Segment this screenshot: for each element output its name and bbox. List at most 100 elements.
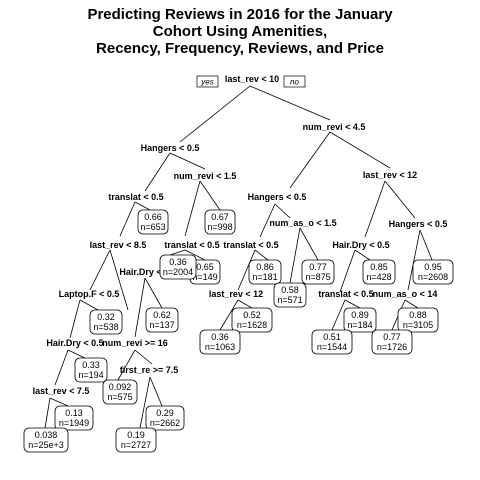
no-label: no [290,78,299,87]
leaf-node: 0.36 n=1063 [199,329,241,355]
split-node: last_rev < 12 [209,289,263,299]
split-node: last_rev < 7.5 [33,386,90,396]
leaf-value: 0.51 [323,332,341,342]
leaf-node: 0.36 n=2004 [159,254,197,280]
leaf-count: n=2608 [418,272,448,282]
leaf-value: 0.36 [169,257,187,267]
leaf-node: 0.67 n=998 [204,209,236,235]
leaf-count: n=2727 [121,440,151,450]
leaf-node: 0.58 n=571 [273,282,307,308]
leaf-value: 0.32 [97,312,115,322]
leaf-value: 0.66 [144,212,162,222]
leaf-value: 0.19 [127,430,145,440]
split-node: Hair.Dry < 0.5 [332,240,389,250]
title-line-3: Recency, Frequency, Reviews, and Price [96,40,384,57]
leaf-node: 0.66 n=653 [137,209,169,235]
split-node: translat < 0.5 [108,192,163,202]
split-node: translat < 0.5 [164,240,219,250]
leaf-value: 0.29 [156,408,174,418]
leaf-node: 0.88 n=3105 [397,307,439,333]
leaf-value: 0.67 [211,212,229,222]
leaf-node: 0.13 n=1949 [54,405,94,431]
split-node: Hair.Dry < 0.5 [119,267,176,277]
leaf-value: 0.092 [109,382,132,392]
leaf-count: n=2004 [163,267,193,277]
yes-label: yes [200,78,213,87]
split-labels: last_rev < 10 Hangers < 0.5 num_revi < 4… [33,74,448,396]
leaf-value: 0.88 [409,310,427,320]
split-node: last_rev < 12 [363,170,417,180]
split-node: num_as_o < 1.5 [269,218,336,228]
leaf-node: 0.32 n=538 [89,309,123,335]
split-node: num_revi < 1.5 [174,171,237,181]
leaf-value: 0.33 [82,360,100,370]
leaf-count: n=25e+3 [28,440,64,450]
leaf-count: n=3105 [403,320,433,330]
leaf-count: n=571 [277,295,302,305]
leaf-value: 0.52 [243,310,261,320]
leaf-count: n=1628 [237,320,267,330]
leaf-node: 0.95 n=2608 [412,259,454,285]
leaf-value: 0.62 [153,310,171,320]
leaf-count: n=1949 [59,418,89,428]
leaf-count: n=194 [78,370,103,380]
leaf-node: 0.65 n=149 [189,259,221,285]
split-node: last_rev < 10 [225,74,279,84]
root-yes-box: yes [196,75,219,88]
leaf-count: n=538 [93,322,118,332]
leaf-node: 0.51 n=1544 [311,329,353,355]
leaf-node: 0.52 n=1628 [231,307,273,333]
root-no-box: no [283,75,306,88]
leaf-node: 0.86 n=181 [248,259,282,285]
leaf-value: 0.95 [424,262,442,272]
leaf-node: 0.89 n=184 [343,307,377,333]
leaf-count: n=575 [107,392,132,402]
leaf-count: n=428 [366,272,391,282]
leaf-count: n=181 [252,272,277,282]
split-node: Hangers < 0.5 [141,143,200,153]
leaf-value: 0.77 [383,332,401,342]
title-line-2: Cohort Using Amenities, [153,23,327,40]
leaf-count: n=137 [149,320,174,330]
title-line-1: Predicting Reviews in 2016 for the Janua… [87,6,393,23]
leaf-node: 0.77 n=875 [301,259,335,285]
leaf-node: 0.092 n=575 [102,379,138,405]
leaf-count: n=1544 [317,342,347,352]
leaf-count: n=2662 [150,418,180,428]
leaf-count: n=998 [207,222,232,232]
leaf-node: 0.85 n=428 [362,259,396,285]
split-node: translat < 0.5 [318,289,373,299]
split-node: num_revi < 4.5 [303,122,366,132]
split-node: translat < 0.5 [223,240,278,250]
tree-edges [44,85,433,429]
split-node: first_re >= 7.5 [120,365,179,375]
leaf-count: n=653 [140,222,165,232]
split-node: Hangers < 0.5 [248,192,307,202]
leaf-value: 0.89 [351,310,369,320]
leaf-nodes: 0.66 n=653 0.67 n=998 0.65 n=149 0.36 n=… [23,209,454,453]
leaf-count: n=184 [347,320,372,330]
leaf-node: 0.29 n=2662 [145,405,185,431]
split-node: last_rev < 8.5 [90,240,147,250]
leaf-node: 0.33 n=194 [74,357,108,383]
leaf-count: n=149 [192,272,217,282]
leaf-value: 0.86 [256,262,274,272]
leaf-node: 0.62 n=137 [145,307,179,333]
leaf-node: 0.038 n=25e+3 [23,427,69,453]
leaf-value: 0.038 [35,430,58,440]
split-node: Hangers < 0.5 [389,219,448,229]
leaf-value: 0.13 [65,408,83,418]
leaf-value: 0.65 [196,262,214,272]
split-node: num_revi >= 16 [102,338,168,348]
leaf-node: 0.19 n=2727 [115,427,157,453]
leaf-count: n=1063 [205,342,235,352]
split-node: Hair.Dry < 0.5 [46,338,103,348]
leaf-value: 0.36 [211,332,229,342]
split-node: num_as_o < 14 [373,289,438,299]
split-node: Laptop.F < 0.5 [59,289,120,299]
leaf-count: n=1726 [377,342,407,352]
leaf-value: 0.77 [309,262,327,272]
leaf-value: 0.58 [281,285,299,295]
leaf-value: 0.85 [370,262,388,272]
